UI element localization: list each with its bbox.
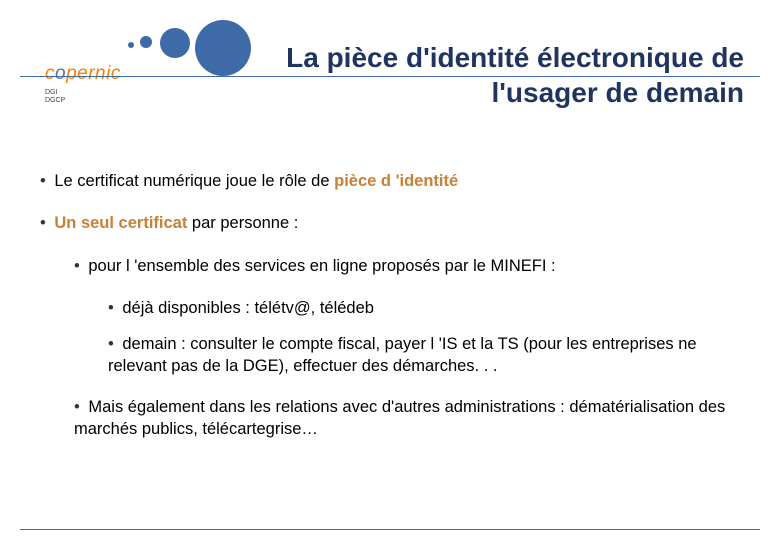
page-title: La pièce d'identité électronique de l'us… <box>204 40 744 110</box>
bullet-icon: • <box>40 214 46 232</box>
logo-letter-c: c <box>45 63 55 84</box>
bullet-icon: • <box>74 257 80 275</box>
p4: déjà disponibles : télétv@, télédeb <box>122 299 374 317</box>
logo-sub: DGI DGCP <box>45 89 185 106</box>
bullet-lvl1: • Le certificat numérique joue le rôle d… <box>40 170 740 192</box>
p2-post: par personne : <box>187 214 298 232</box>
bullet-icon: • <box>74 398 80 416</box>
logo-rest: pernic <box>66 63 121 84</box>
p5: demain : consulter le compte fiscal, pay… <box>108 335 697 375</box>
bullet-lvl2: • pour l 'ensemble des services en ligne… <box>40 255 740 277</box>
bullet-lvl1: • Un seul certificat par personne : <box>40 212 740 234</box>
bullet-icon: • <box>108 299 114 317</box>
title-line1: La pièce d'identité électronique de <box>204 40 744 75</box>
logo-letter-o: o <box>55 63 66 84</box>
bullet-lvl2: • Mais également dans les relations avec… <box>40 396 740 441</box>
slide: copernic DGI DGCP La pièce d'identité él… <box>0 0 780 540</box>
title-line2: l'usager de demain <box>204 75 744 110</box>
p6: Mais également dans les relations avec d… <box>74 398 725 438</box>
decor-bubble-md <box>160 28 190 58</box>
bullet-icon: • <box>108 335 114 353</box>
content: • Le certificat numérique joue le rôle d… <box>40 170 740 460</box>
divider-bottom <box>20 529 760 530</box>
decor-bubble-xs <box>128 42 134 48</box>
logo-sub-line2: DGCP <box>45 97 185 105</box>
decor-bubble-sm <box>140 36 152 48</box>
bullet-icon: • <box>40 172 46 190</box>
bullet-lvl3: • déjà disponibles : télétv@, télédeb <box>40 297 740 319</box>
p1-em: pièce d 'identité <box>334 172 458 190</box>
p2-em: Un seul certificat <box>54 214 187 232</box>
bullet-lvl3: • demain : consulter le compte fiscal, p… <box>40 333 740 378</box>
logo-sub-line1: DGI <box>45 89 185 97</box>
p1-pre: Le certificat numérique joue le rôle de <box>54 172 334 190</box>
p3: pour l 'ensemble des services en ligne p… <box>88 257 555 275</box>
